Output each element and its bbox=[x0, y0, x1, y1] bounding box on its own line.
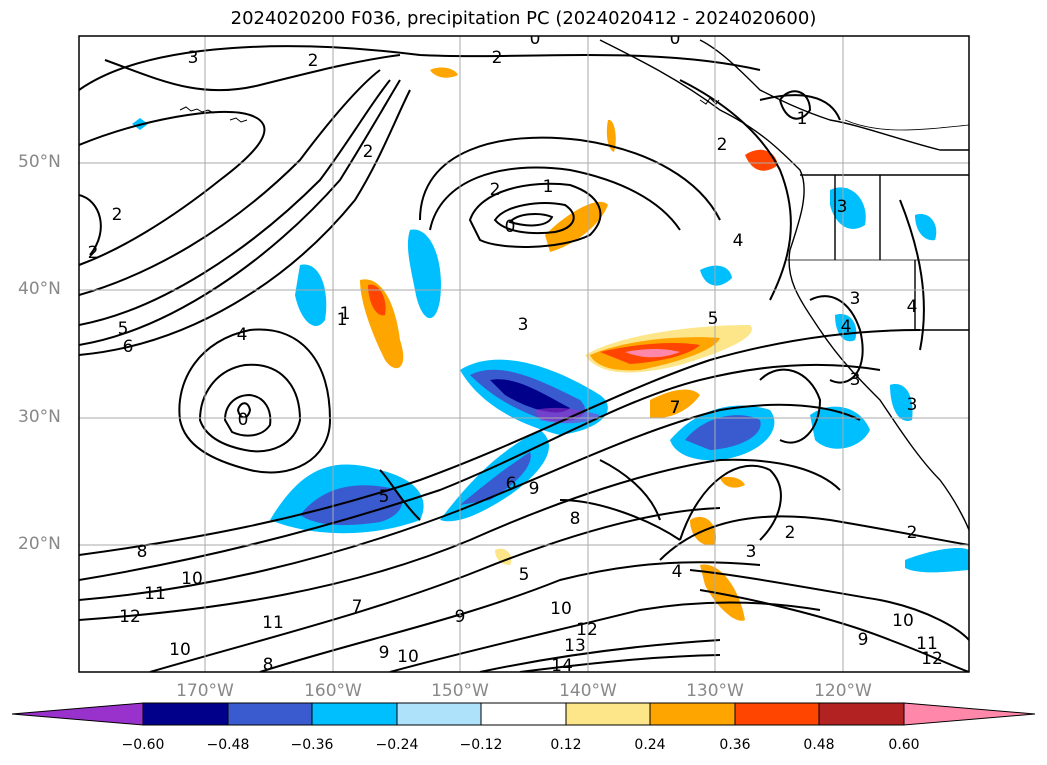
contour-label: 0 bbox=[238, 410, 249, 430]
contour-label: 9 bbox=[529, 479, 540, 499]
contour-label: 2 bbox=[88, 243, 99, 263]
contour-label: 2 bbox=[308, 51, 319, 71]
lat-label-50n: 50°N bbox=[18, 152, 61, 172]
colorbar-tick-label: 0.12 bbox=[550, 737, 582, 753]
contour-label: 4 bbox=[841, 317, 852, 337]
lon-label-120w: 120°W bbox=[814, 681, 872, 701]
colorbar bbox=[11, 702, 1036, 726]
contour-label: 3 bbox=[850, 289, 861, 309]
contour-label: 10 bbox=[181, 569, 203, 589]
contour-label: 4 bbox=[733, 231, 744, 251]
map-area: 3 2 2 0 0 2 1 2 2 1 2 0 4 1 5 6 4 3 5 0 … bbox=[79, 29, 969, 676]
contour-label: 8 bbox=[263, 655, 274, 675]
contour-label: 3 bbox=[518, 315, 529, 335]
contour-label: 12 bbox=[921, 649, 943, 669]
contour-label: 9 bbox=[858, 630, 869, 650]
contour-label: 3 bbox=[188, 48, 199, 68]
map-frame bbox=[78, 35, 970, 673]
colorbar-extend-right bbox=[903, 702, 1036, 726]
contour-label: 3 bbox=[746, 542, 757, 562]
contour-label: 4 bbox=[237, 325, 248, 345]
colorbar-extend-left bbox=[11, 702, 144, 726]
colorbar-segment bbox=[480, 702, 567, 726]
contour-label: 13 bbox=[564, 636, 586, 656]
coastlines bbox=[179, 39, 969, 531]
contour-label: 9 bbox=[455, 607, 466, 627]
lon-label-160w: 160°W bbox=[304, 681, 362, 701]
lon-label-140w: 140°W bbox=[559, 681, 617, 701]
contour-label: 2 bbox=[490, 180, 501, 200]
graticule bbox=[79, 36, 969, 672]
contour-label: 4 bbox=[907, 297, 918, 317]
contour-label: 2 bbox=[492, 48, 503, 68]
contour-label: 8 bbox=[137, 542, 148, 562]
colorbar-tick-label: −0.24 bbox=[375, 737, 419, 753]
contour-label: 3 bbox=[850, 370, 861, 390]
contour-label: 7 bbox=[352, 597, 363, 617]
contour-label: 1 bbox=[337, 310, 348, 330]
contour-label: 2 bbox=[907, 523, 918, 543]
contour-label: 12 bbox=[576, 620, 598, 640]
colorbar-segment bbox=[565, 702, 651, 726]
contour-label: 10 bbox=[169, 640, 191, 660]
contour-label: 0 bbox=[670, 29, 681, 49]
contour-label: 1 bbox=[797, 109, 808, 129]
contour-label: 11 bbox=[262, 613, 284, 633]
colorbar-tick-label: 0.48 bbox=[803, 737, 835, 753]
map-title: 2024020200 F036, precipitation PC (20240… bbox=[230, 8, 817, 29]
contour-label: 0 bbox=[530, 29, 541, 49]
contour-label: 5 bbox=[118, 319, 129, 339]
colorbar-tick-label: −0.60 bbox=[121, 737, 165, 753]
contour-label: 3 bbox=[907, 395, 918, 415]
positive-anomaly-shading bbox=[360, 67, 778, 621]
colorbar-tick-label: −0.48 bbox=[206, 737, 250, 753]
contour-label: 5 bbox=[708, 309, 719, 329]
lat-label-40n: 40°N bbox=[18, 279, 61, 299]
contour-label: 8 bbox=[570, 509, 581, 529]
contour-label: 5 bbox=[379, 487, 390, 507]
contour-label: 7 bbox=[670, 398, 681, 418]
lon-label-130w: 130°W bbox=[686, 681, 744, 701]
colorbar-segment bbox=[396, 702, 482, 726]
contour-label: 10 bbox=[397, 647, 419, 667]
contour-label: 1 bbox=[543, 177, 554, 197]
contour-label: 7 bbox=[670, 398, 681, 418]
contour-label: 2 bbox=[717, 135, 728, 155]
contour-label: 6 bbox=[506, 474, 517, 494]
colorbar-segment bbox=[227, 702, 313, 726]
contour-label: 10 bbox=[892, 611, 914, 631]
colorbar-segment bbox=[734, 702, 820, 726]
contour-label: 4 bbox=[672, 562, 683, 582]
colorbar-tick-label: −0.36 bbox=[290, 737, 334, 753]
contour-label: 3 bbox=[837, 197, 848, 217]
contour-label: 2 bbox=[112, 205, 123, 225]
colorbar-segment bbox=[818, 702, 905, 726]
colorbar-segment bbox=[649, 702, 736, 726]
contour-label: 11 bbox=[916, 634, 938, 654]
contour-label: 9 bbox=[379, 643, 390, 663]
lon-label-170w: 170°W bbox=[176, 681, 234, 701]
colorbar-tick-label: 0.24 bbox=[634, 737, 666, 753]
colorbar-tick-label: −0.12 bbox=[459, 737, 503, 753]
contour-label: 0 bbox=[505, 217, 516, 237]
contour-label: 14 bbox=[551, 656, 573, 676]
colorbar-tick-label: 0.60 bbox=[888, 737, 920, 753]
contour-labels: 3 2 2 0 0 2 1 2 2 1 2 0 4 1 5 6 4 3 5 0 … bbox=[88, 29, 943, 676]
contour-label: 2 bbox=[363, 142, 374, 162]
contour-label: 1 bbox=[340, 304, 351, 324]
contour-lines bbox=[79, 45, 969, 672]
contour-label: 12 bbox=[119, 607, 141, 627]
contour-label: 2 bbox=[785, 523, 796, 543]
lat-label-30n: 30°N bbox=[18, 407, 61, 427]
colorbar-tick-label: 0.36 bbox=[719, 737, 751, 753]
lat-label-20n: 20°N bbox=[18, 534, 61, 554]
colorbar-segment bbox=[311, 702, 398, 726]
contour-label: 5 bbox=[519, 565, 530, 585]
contour-label: 6 bbox=[123, 337, 134, 357]
contour-label: 10 bbox=[550, 599, 572, 619]
contour-label: 11 bbox=[144, 584, 166, 604]
lon-label-150w: 150°W bbox=[431, 681, 489, 701]
colorbar-segment bbox=[142, 702, 229, 726]
